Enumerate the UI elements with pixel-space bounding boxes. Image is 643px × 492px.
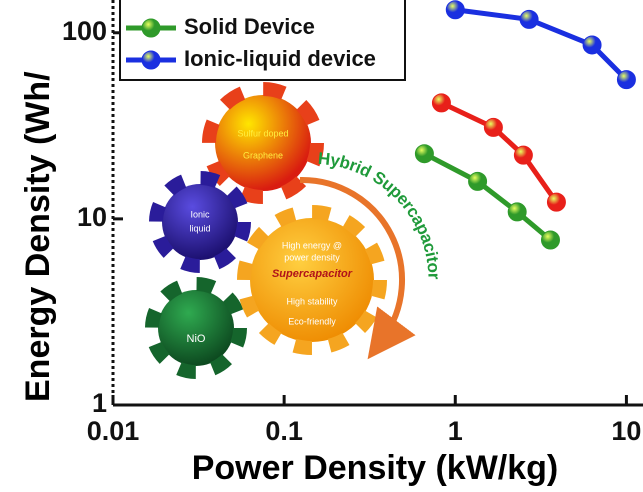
- annotation: High energy @: [282, 240, 342, 250]
- data-point: [432, 94, 450, 112]
- x-tick-label: 10: [611, 416, 641, 446]
- annotation: power density: [284, 252, 340, 262]
- x-axis-title: Power Density (kW/kg): [192, 449, 559, 487]
- data-point: [547, 193, 565, 211]
- x-tick-label: 0.1: [265, 416, 303, 446]
- annotation: NiO: [187, 333, 206, 345]
- data-point: [520, 10, 538, 28]
- annotation: High stability: [286, 296, 338, 306]
- data-point: [508, 203, 526, 221]
- annotation: Graphene: [243, 150, 283, 160]
- y-axis-title: Energy Density (Wh/: [19, 71, 57, 402]
- legend-label: Ionic-liquid device: [184, 46, 376, 71]
- inset-graphic: Sulfur doped Graphene Ionic liquid NiO H…: [152, 89, 443, 372]
- series-line: [441, 103, 556, 202]
- data-point: [446, 1, 464, 19]
- annotation: Eco-friendly: [288, 316, 336, 326]
- data-point: [484, 118, 502, 136]
- legend-marker: [142, 51, 160, 69]
- data-point: [415, 145, 433, 163]
- data-point: [514, 146, 532, 164]
- annotation: Ionic: [190, 209, 210, 219]
- y-tick-label: 10: [77, 202, 107, 232]
- data-point: [541, 231, 559, 249]
- y-tick-label: 100: [62, 16, 107, 46]
- legend-label: Solid Device: [184, 14, 315, 39]
- x-tick-label: 1: [448, 416, 463, 446]
- annotation: Supercapacitor: [272, 268, 353, 280]
- annotation: Sulfur doped: [237, 128, 288, 138]
- legend: Solid Device Ionic-liquid device: [120, 0, 405, 80]
- data-point: [583, 36, 601, 54]
- y-tick-label: 1: [92, 388, 107, 418]
- data-point: [617, 71, 635, 89]
- x-tick-label: 0.01: [87, 416, 140, 446]
- chart: Sulfur doped Graphene Ionic liquid NiO H…: [0, 0, 643, 492]
- data-point: [469, 172, 487, 190]
- annotation: liquid: [189, 223, 210, 233]
- legend-marker: [142, 19, 160, 37]
